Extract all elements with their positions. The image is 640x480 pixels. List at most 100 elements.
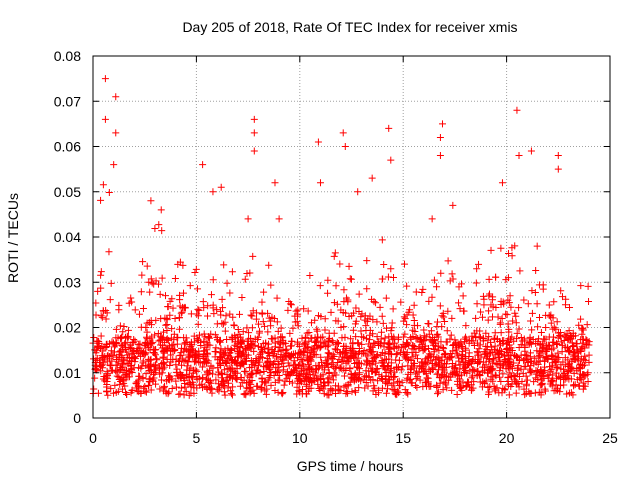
data-point	[284, 371, 292, 379]
data-point	[121, 382, 129, 390]
data-point	[226, 310, 234, 318]
data-point	[544, 355, 552, 363]
data-point	[442, 338, 450, 346]
data-point	[156, 341, 164, 349]
data-point	[156, 333, 164, 341]
data-point	[161, 338, 169, 346]
data-point	[400, 317, 408, 325]
data-point	[143, 262, 151, 270]
data-point	[540, 372, 548, 380]
data-point	[105, 248, 113, 256]
data-point	[142, 323, 150, 331]
data-point	[510, 359, 518, 367]
data-point	[513, 335, 521, 343]
data-point	[176, 291, 184, 299]
data-point	[401, 342, 409, 350]
data-point	[455, 382, 463, 390]
x-tick-label: 20	[499, 430, 515, 446]
data-point	[581, 352, 589, 360]
data-point	[352, 350, 360, 358]
data-point	[175, 372, 183, 380]
data-point	[254, 320, 262, 328]
data-point	[174, 260, 182, 268]
data-point	[258, 384, 266, 392]
data-point	[512, 389, 520, 397]
data-point	[213, 306, 221, 314]
data-point	[412, 288, 420, 296]
data-point	[362, 372, 370, 380]
data-point	[443, 327, 451, 335]
data-point	[357, 327, 365, 335]
data-point	[311, 369, 319, 377]
data-point	[444, 307, 452, 315]
data-point	[278, 334, 286, 342]
data-point	[428, 293, 436, 301]
data-point	[188, 341, 196, 349]
y-tick-label: 0.06	[54, 139, 81, 155]
data-point	[277, 324, 285, 332]
data-point	[325, 329, 333, 337]
data-point	[113, 368, 121, 376]
data-point	[105, 188, 113, 196]
data-point	[216, 353, 224, 361]
data-point	[317, 353, 325, 361]
data-point	[278, 390, 286, 398]
y-tick-label: 0.05	[54, 184, 81, 200]
data-point	[273, 294, 281, 302]
data-point	[312, 374, 320, 382]
data-point	[284, 306, 292, 314]
data-point	[525, 388, 533, 396]
data-point	[505, 335, 513, 343]
data-point	[505, 249, 513, 257]
data-point	[507, 303, 515, 311]
data-point	[526, 338, 534, 346]
data-point	[229, 383, 237, 391]
data-point	[192, 265, 200, 273]
data-point	[315, 384, 323, 392]
data-point	[264, 358, 272, 366]
data-point	[159, 365, 167, 373]
data-point	[219, 304, 227, 312]
data-point	[155, 337, 163, 345]
data-point	[475, 260, 483, 268]
data-point	[198, 375, 206, 383]
data-point	[460, 307, 468, 315]
data-point	[259, 318, 267, 326]
data-point	[482, 329, 490, 337]
data-point	[438, 323, 446, 331]
data-point	[145, 278, 153, 286]
data-point	[574, 353, 582, 361]
data-point	[280, 356, 288, 364]
data-point	[438, 312, 446, 320]
data-point	[269, 335, 277, 343]
data-point	[522, 362, 530, 370]
data-point	[201, 333, 209, 341]
data-point	[380, 260, 388, 268]
data-point	[373, 365, 381, 373]
data-point	[436, 379, 444, 387]
data-point	[317, 338, 325, 346]
data-point	[92, 299, 100, 307]
data-point	[539, 285, 547, 293]
data-point	[521, 391, 529, 399]
data-point	[157, 206, 165, 214]
data-point	[228, 268, 236, 276]
data-point	[414, 334, 422, 342]
data-point	[497, 329, 505, 337]
data-point	[513, 353, 521, 361]
data-point	[341, 143, 349, 150]
data-point	[495, 346, 503, 354]
data-point	[160, 348, 168, 356]
data-point	[313, 325, 321, 333]
data-point	[248, 361, 256, 369]
data-point	[583, 321, 591, 329]
data-point	[534, 375, 542, 383]
data-point	[567, 375, 575, 383]
data-point	[317, 372, 325, 380]
data-point	[378, 384, 386, 392]
data-point	[158, 227, 166, 235]
data-point	[388, 381, 396, 389]
data-point	[373, 318, 381, 326]
data-point	[249, 307, 257, 315]
data-point	[213, 336, 221, 344]
